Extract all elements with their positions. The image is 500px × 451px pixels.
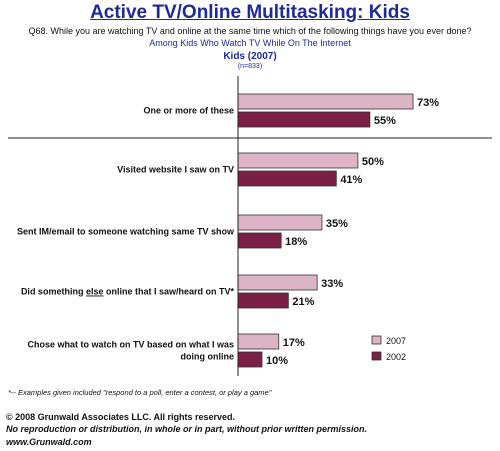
footnote: *-- Examples given included "respond to …	[8, 388, 272, 397]
question-text: Q68. While you are watching TV and onlin…	[28, 26, 472, 36]
bar-2002	[237, 351, 263, 368]
legend-label-2007: 2007	[386, 336, 406, 346]
data-label-2002: 41%	[340, 174, 362, 186]
data-label-2002: 21%	[292, 296, 314, 308]
bar-2007	[237, 214, 323, 231]
bar-2007	[237, 152, 359, 169]
legend-swatch-2002	[371, 351, 382, 361]
chart-title: Active TV/Online Multitasking: Kids	[90, 2, 410, 23]
category-label: Sent IM/email to someone watching same T…	[17, 227, 235, 237]
bar-2002	[237, 232, 282, 249]
data-label-2002: 10%	[266, 355, 288, 367]
bar-2007	[237, 274, 318, 291]
category-label: doing online	[181, 352, 235, 362]
website-link: www.Grunwald.com	[6, 437, 92, 447]
legend-swatch-2007	[371, 335, 382, 345]
data-label-2007: 50%	[362, 156, 384, 168]
data-label-2007: 17%	[283, 337, 305, 349]
data-label-2007: 73%	[417, 97, 439, 109]
bar-2002	[237, 170, 337, 187]
category-label: One or more of these	[143, 106, 234, 116]
reproduction-notice: No reproduction or distribution, in whol…	[6, 424, 367, 434]
bar-2007	[237, 333, 280, 350]
copyright-line: © 2008 Grunwald Associates LLC. All righ…	[6, 412, 236, 422]
bar-2002	[237, 111, 371, 128]
bar-2007	[237, 93, 414, 110]
sample-size: (n=833)	[237, 63, 263, 70]
category-label: Chose what to watch on TV based on what …	[27, 340, 234, 350]
bar-2002	[237, 292, 289, 309]
category-label: Did something else online that I saw/hea…	[21, 287, 235, 297]
group-label: Kids (2007)	[223, 51, 277, 62]
legend-label-2002: 2002	[386, 352, 406, 362]
chart-subtitle: Among Kids Who Watch TV While On The Int…	[149, 38, 351, 48]
data-label-2007: 35%	[326, 218, 348, 230]
data-label-2002: 55%	[374, 115, 396, 127]
category-label: Visited website I saw on TV	[117, 165, 234, 175]
data-label-2002: 18%	[285, 236, 307, 248]
data-label-2007: 33%	[321, 278, 343, 290]
